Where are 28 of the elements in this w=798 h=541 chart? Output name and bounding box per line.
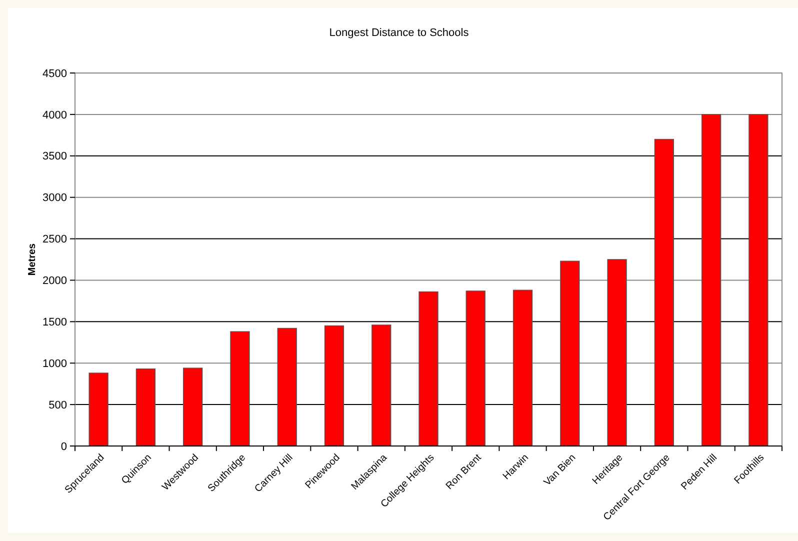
y-tick-label: 1000 xyxy=(42,358,67,370)
x-tick-label: Van Bien xyxy=(542,452,578,488)
bar xyxy=(372,324,392,446)
bar xyxy=(136,368,156,446)
bar xyxy=(654,138,674,446)
bar xyxy=(466,290,486,446)
y-tick-label: 2500 xyxy=(42,234,67,246)
bar xyxy=(512,290,533,446)
bar xyxy=(230,331,250,446)
y-tick-label: 3500 xyxy=(42,150,67,163)
y-tick-label: 2000 xyxy=(42,275,67,288)
chart-title: Longest Distance to Schools xyxy=(329,27,470,39)
y-tick-label: 4000 xyxy=(42,109,67,122)
bar xyxy=(183,368,203,446)
y-tick-label: 1500 xyxy=(42,316,67,329)
y-tick-label: 500 xyxy=(48,399,67,412)
y-tick-label: 0 xyxy=(60,440,67,453)
bar xyxy=(607,259,627,446)
y-axis-title: Metres xyxy=(27,242,38,276)
bar xyxy=(748,114,768,446)
bar xyxy=(88,372,108,446)
bar xyxy=(701,114,722,446)
y-tick-label: 3000 xyxy=(42,192,67,204)
bar xyxy=(324,325,344,446)
bar xyxy=(560,260,580,446)
bar xyxy=(277,328,297,446)
y-tick-label: 4500 xyxy=(42,68,67,80)
bar xyxy=(418,291,438,446)
